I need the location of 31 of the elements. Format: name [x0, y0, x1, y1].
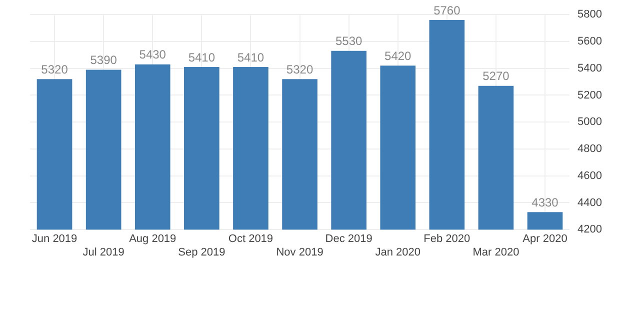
- data-label: 5760: [434, 3, 461, 18]
- data-label: 5320: [286, 62, 314, 76]
- y-tick-label: 5600: [578, 36, 602, 48]
- x-tick-label: Aug 2019: [129, 233, 176, 246]
- y-tick-label: 5400: [578, 62, 602, 74]
- data-label: 5410: [237, 50, 264, 64]
- data-label: 5390: [90, 53, 118, 68]
- y-tick-label: 4600: [578, 170, 602, 182]
- x-tick-label: Oct 2019: [228, 233, 274, 246]
- x-tick-label: Jan 2020: [375, 246, 420, 258]
- x-tick-label: Dec 2019: [325, 233, 372, 246]
- data-label: 5410: [188, 50, 216, 64]
- data-label: 5420: [384, 48, 412, 63]
- x-tick-label: Feb 2020: [424, 233, 470, 246]
- y-tick-label: 4800: [578, 143, 602, 156]
- x-tick-label: Jun 2019: [32, 233, 78, 246]
- data-label: 5430: [139, 48, 166, 62]
- data-label: 4330: [532, 195, 559, 210]
- x-tick-label: Sep 2019: [178, 246, 226, 258]
- data-label: 5270: [482, 69, 510, 84]
- x-tick-label: Nov 2019: [276, 246, 324, 258]
- y-tick-label: 5000: [578, 116, 602, 128]
- data-label: 5320: [41, 62, 68, 76]
- x-tick-label: Mar 2020: [472, 246, 520, 258]
- y-tick-label: 4400: [578, 196, 602, 209]
- data-label: 5530: [335, 34, 362, 48]
- y-tick-label: 5200: [578, 89, 602, 102]
- y-tick-label: 5800: [578, 8, 602, 21]
- x-tick-label: Apr 2020: [522, 233, 568, 246]
- x-tick-label: Jul 2019: [82, 246, 124, 258]
- y-tick-label: 4200: [578, 224, 602, 236]
